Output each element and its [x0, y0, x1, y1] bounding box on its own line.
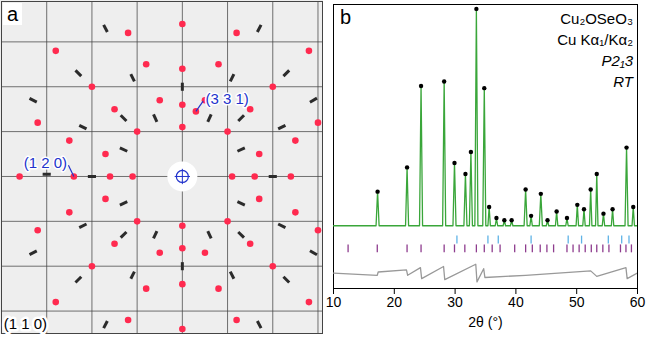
- svg-text:2θ (°): 2θ (°): [468, 314, 502, 330]
- html-text:P2₁3: P2₁3: [601, 52, 633, 69]
- svg-text:20: 20: [387, 294, 403, 310]
- html-text:Cu Kα₁/Kα₂: Cu Kα₁/Kα₂: [557, 31, 633, 48]
- svg-text:60: 60: [630, 294, 646, 310]
- html-text:RT: RT: [613, 73, 633, 90]
- svg-text:10: 10: [326, 294, 342, 310]
- html-text:a: a: [7, 3, 19, 25]
- svg-text:40: 40: [508, 294, 524, 310]
- svg-text:(3 3 1): (3 3 1): [205, 90, 248, 107]
- svg-text:(1 1 0): (1 1 0): [4, 315, 47, 332]
- html-text:Cu₂OSeO₃: Cu₂OSeO₃: [560, 10, 633, 27]
- html-text:b: b: [340, 6, 352, 28]
- svg-text:(1 2 0): (1 2 0): [24, 154, 67, 171]
- svg-text:50: 50: [569, 294, 585, 310]
- svg-text:30: 30: [447, 294, 463, 310]
